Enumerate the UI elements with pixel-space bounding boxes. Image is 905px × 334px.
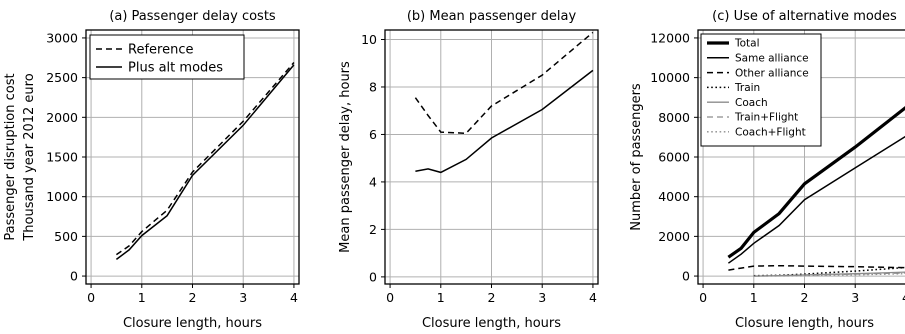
x-tick-label: 4 <box>290 290 298 305</box>
x-tick-label: 2 <box>801 290 809 305</box>
series-line-coach-flight <box>753 273 905 277</box>
y-tick-label: 2 <box>369 222 377 237</box>
y-tick-label: 1000 <box>46 189 78 204</box>
panel-1: 0 1 2 3 4 0 500 1000 1500 2000 2500 3000 (a) Passeng… <box>3 9 300 331</box>
x-tick-label: 0 <box>699 290 707 305</box>
series-line-total <box>727 106 905 259</box>
legend-label: Coach <box>735 97 768 109</box>
series-line-plus-alt-modes <box>115 64 295 261</box>
legend-label: Total <box>734 38 760 50</box>
legend-label: Plus alt modes <box>128 61 223 76</box>
y-tick-label: 10 <box>361 32 377 47</box>
x-tick-label: 1 <box>138 290 146 305</box>
y-tick-label: 3000 <box>46 30 78 45</box>
x-axis-label: Closure length, hours <box>123 316 262 331</box>
legend-label: Train+Flight <box>734 112 798 124</box>
x-tick-label: 3 <box>538 290 546 305</box>
y-tick-label: 0 <box>369 269 377 284</box>
chart-title: (a) Passenger delay costs <box>109 9 276 24</box>
x-tick-label: 2 <box>189 290 197 305</box>
series-line-other-alliance <box>728 264 905 271</box>
series-line-s2 <box>415 69 594 174</box>
y-tick-label: 0 <box>70 269 78 284</box>
y-tick-label: 4 <box>369 174 377 189</box>
legend-box <box>700 33 822 147</box>
x-tick-label: 3 <box>851 290 859 305</box>
legend: Reference Plus alt modes <box>89 34 245 80</box>
series-line-reference <box>115 62 295 256</box>
y-tick-label: 10000 <box>650 70 690 85</box>
x-tick-label: 4 <box>589 290 597 305</box>
y-axis-label: Passenger disruption cost <box>3 73 18 240</box>
y-tick-label: 2000 <box>658 229 690 244</box>
y-tick-label: 8 <box>369 79 377 94</box>
legend-label: Train <box>734 82 760 94</box>
legend: Total Same alliance Other alliance Train Coa… <box>700 33 822 147</box>
series-line-same-alliance <box>727 135 905 264</box>
y-tick-label: 1500 <box>46 150 78 165</box>
chart-title: (b) Mean passenger delay <box>407 9 577 24</box>
legend-label: Coach+Flight <box>735 127 806 139</box>
chart-title: (c) Use of alternative modes <box>712 9 897 24</box>
y-axis-label: Number of passengers <box>629 83 644 231</box>
y-tick-label: 12000 <box>650 30 690 45</box>
legend-box <box>89 34 245 80</box>
y-axis-label: Mean passenger delay, hours <box>338 61 353 253</box>
x-tick-label: 1 <box>750 290 758 305</box>
panel-2: 0 1 2 3 4 0 2 4 6 8 10 (b) Mean passenger delay Clos… <box>338 9 599 331</box>
series-line-s1 <box>414 31 594 135</box>
y-axis-label: Thousand year 2012 euro <box>22 73 37 241</box>
y-tick-label: 500 <box>54 229 78 244</box>
y-tick-label: 4000 <box>658 189 690 204</box>
x-axis-label: Closure length, hours <box>735 316 874 331</box>
x-tick-label: 3 <box>239 290 247 305</box>
x-tick-label: 1 <box>437 290 445 305</box>
y-tick-label: 0 <box>682 269 690 284</box>
x-tick-label: 2 <box>488 290 496 305</box>
legend-label: Same alliance <box>735 53 809 65</box>
y-tick-label: 6 <box>369 127 377 142</box>
legend-label: Reference <box>128 43 193 58</box>
x-tick-label: 0 <box>386 290 394 305</box>
x-axis-label: Closure length, hours <box>422 316 561 331</box>
y-tick-label: 6000 <box>658 150 690 165</box>
panel-3: 0 1 2 3 4 0 2000 4000 6000 8000 10000 12000 (c) Use … <box>629 9 905 331</box>
x-tick-label: 0 <box>87 290 95 305</box>
legend-label: Other alliance <box>735 67 809 79</box>
y-tick-label: 2500 <box>46 70 78 85</box>
y-tick-label: 2000 <box>46 110 78 125</box>
y-tick-label: 8000 <box>658 110 690 125</box>
x-tick-label: 4 <box>902 290 905 305</box>
